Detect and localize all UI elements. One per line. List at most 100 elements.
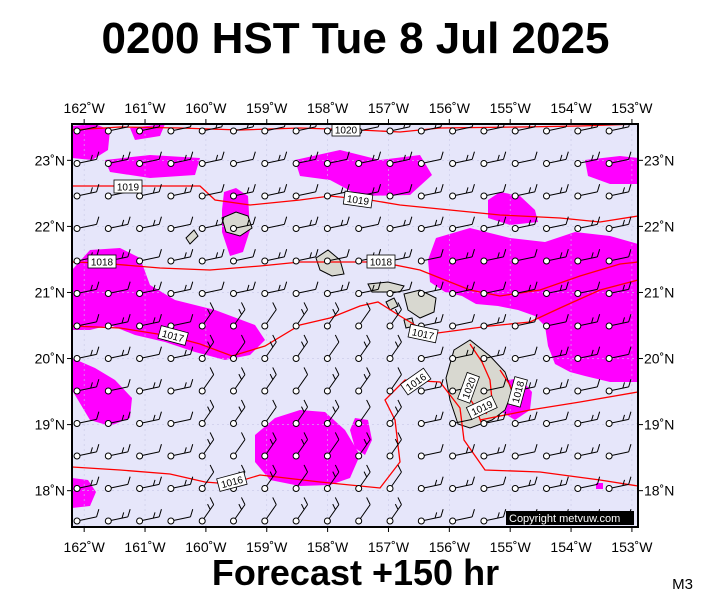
lon-tick-label-bottom: 154˚W bbox=[550, 539, 592, 555]
wind-barb bbox=[511, 346, 538, 362]
wind-barb bbox=[198, 334, 215, 362]
wind-barb bbox=[292, 184, 319, 200]
wind-barb bbox=[417, 124, 443, 135]
lon-tick-label-bottom: 157˚W bbox=[368, 539, 410, 555]
wind-barb bbox=[605, 379, 632, 395]
wind-barb bbox=[543, 444, 569, 460]
wind-barb bbox=[292, 497, 309, 525]
wind-barb bbox=[198, 464, 215, 492]
map-title: 0200 HST Tue 8 Jul 2025 bbox=[101, 14, 610, 63]
wind-barb bbox=[167, 216, 194, 232]
copyright-box: Copyright metvuw.com bbox=[506, 511, 634, 525]
wind-barb bbox=[198, 432, 215, 460]
isobar-label: 1019 bbox=[113, 179, 143, 194]
wind-barb bbox=[355, 151, 382, 167]
wind-barb bbox=[323, 281, 350, 297]
lon-tick-label-bottom: 161˚W bbox=[124, 539, 166, 555]
wind-barb bbox=[73, 216, 100, 232]
wind-barb bbox=[136, 216, 162, 232]
wind-barb bbox=[261, 334, 277, 362]
wind-barb bbox=[386, 367, 402, 395]
lon-tick-label-bottom: 158˚W bbox=[307, 539, 349, 555]
island-maui bbox=[403, 289, 437, 319]
wind-barb bbox=[543, 151, 569, 167]
wind-barb bbox=[574, 379, 601, 395]
wind-barb bbox=[480, 216, 507, 232]
wind-barb bbox=[449, 216, 475, 232]
wind-barb bbox=[261, 281, 288, 297]
wind-barb bbox=[261, 497, 277, 525]
wind-barb bbox=[417, 216, 444, 232]
wind-barb bbox=[417, 346, 444, 362]
wind-barb bbox=[636, 453, 638, 459]
wind-barb bbox=[136, 151, 162, 167]
lon-tick-label-bottom: 159˚W bbox=[246, 539, 288, 555]
wind-barb bbox=[355, 367, 371, 395]
wind-barb bbox=[73, 379, 100, 395]
wind-barb bbox=[167, 124, 192, 135]
wind-barb bbox=[636, 193, 638, 199]
wind-barb bbox=[198, 497, 215, 525]
wind-barb bbox=[480, 151, 507, 167]
lon-tick-label-top: 161˚W bbox=[124, 100, 166, 116]
lon-tick-label-top: 153˚W bbox=[611, 100, 653, 116]
lon-tick-label-bottom: 160˚W bbox=[185, 539, 227, 555]
isobar-label: 1019 bbox=[342, 190, 374, 209]
wind-barb bbox=[355, 216, 382, 232]
wind-barb bbox=[323, 216, 350, 232]
wind-barb bbox=[73, 124, 98, 135]
wind-barb bbox=[230, 216, 256, 232]
wind-barb bbox=[292, 432, 309, 460]
wind-barb bbox=[104, 124, 130, 135]
wind-barb bbox=[167, 346, 194, 362]
wind-barb bbox=[386, 432, 402, 460]
lat-tick-label-right: 23˚N bbox=[644, 152, 674, 168]
wind-barb bbox=[73, 184, 100, 200]
wind-barb bbox=[198, 281, 225, 297]
wind-barb bbox=[167, 249, 194, 265]
island-kauai bbox=[221, 211, 253, 237]
lat-tick-label-left: 21˚N bbox=[35, 284, 65, 300]
wind-barb bbox=[543, 281, 569, 297]
lon-tick-label-bottom: 162˚W bbox=[64, 539, 106, 555]
wind-barb bbox=[605, 124, 631, 135]
wind-barb bbox=[386, 184, 413, 200]
wind-barbs bbox=[73, 124, 638, 525]
wind-barb bbox=[167, 444, 194, 460]
wind-barb bbox=[605, 151, 632, 167]
wind-barb bbox=[136, 281, 162, 297]
wind-barb bbox=[136, 379, 162, 395]
wind-barb bbox=[605, 216, 632, 232]
lon-tick-label-top: 156˚W bbox=[429, 100, 471, 116]
wind-barb bbox=[355, 281, 382, 297]
wind-barb bbox=[104, 314, 131, 330]
wind-barb bbox=[198, 302, 215, 330]
lon-tick-label-top: 159˚W bbox=[246, 100, 288, 116]
wind-barb bbox=[543, 476, 569, 492]
isobar-label: 1018 bbox=[366, 254, 396, 269]
wind-barb bbox=[480, 124, 505, 135]
wind-barb bbox=[261, 249, 288, 265]
wind-barb bbox=[636, 518, 638, 524]
lat-tick-label-left: 23˚N bbox=[35, 152, 65, 168]
wind-barb bbox=[167, 184, 194, 200]
wind-barb bbox=[449, 249, 475, 265]
lat-tick-label-right: 21˚N bbox=[644, 284, 674, 300]
wind-barb bbox=[136, 249, 162, 265]
wind-barb bbox=[261, 124, 286, 135]
wind-barb bbox=[104, 216, 131, 232]
wind-barb bbox=[73, 281, 100, 297]
wind-barb bbox=[73, 444, 100, 460]
wind-barb bbox=[386, 124, 411, 135]
wind-barb bbox=[605, 281, 632, 297]
lon-tick-label-top: 154˚W bbox=[550, 100, 592, 116]
wind-barb bbox=[417, 476, 444, 492]
wind-barb bbox=[323, 249, 350, 265]
map-code: M3 bbox=[672, 576, 693, 593]
wind-barb bbox=[136, 444, 162, 460]
wind-barb bbox=[449, 346, 475, 362]
wind-barb bbox=[605, 184, 632, 200]
rain-area bbox=[428, 228, 638, 382]
wind-barb bbox=[104, 346, 131, 362]
wind-barb bbox=[574, 184, 601, 200]
